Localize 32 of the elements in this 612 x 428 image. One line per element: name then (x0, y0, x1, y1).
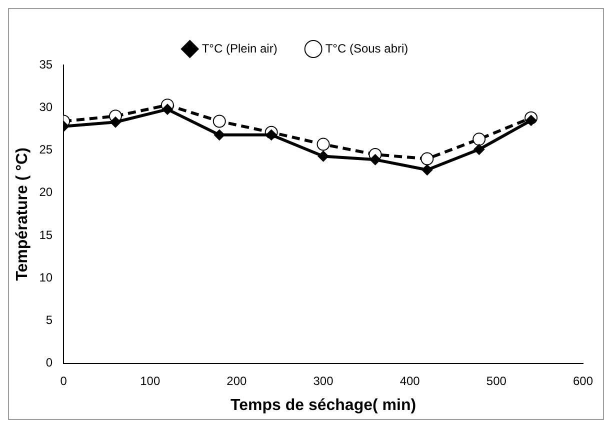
x-tick-label: 100 (140, 374, 160, 388)
legend-label: T°C (Plein air) (202, 41, 278, 56)
point (110, 116, 121, 128)
point (318, 150, 329, 162)
x-tick-label: 500 (486, 374, 507, 388)
x-tick-label: 0 (60, 374, 68, 388)
x-tick-label: 600 (572, 374, 594, 388)
y-tick-label: 0 (46, 356, 53, 370)
y-tick-label: 35 (39, 57, 53, 72)
legend-label: T°C (Sous abri) (325, 41, 408, 56)
x-tick-label: 300 (313, 374, 334, 388)
point (472, 132, 486, 146)
y-tick-label: 15 (39, 228, 53, 242)
point (474, 144, 485, 155)
y-tick-label: 5 (46, 313, 53, 328)
x-axis-title: Temps de séchage( min) (230, 396, 416, 414)
point (162, 104, 173, 115)
x-tick-label: 400 (400, 374, 420, 388)
y-axis-title: Température ( °C) (14, 148, 32, 281)
point (422, 164, 433, 176)
point (370, 154, 381, 166)
y-tick-label: 30 (39, 100, 53, 114)
point (214, 129, 225, 140)
point (212, 114, 226, 128)
point (266, 129, 277, 140)
y-tick-label: 25 (39, 142, 53, 157)
point (526, 114, 537, 126)
y-tick-label: 10 (39, 270, 53, 284)
x-tick-label: 200 (226, 374, 248, 388)
point (316, 138, 330, 151)
y-tick-label: 20 (39, 185, 53, 200)
point (420, 152, 434, 166)
